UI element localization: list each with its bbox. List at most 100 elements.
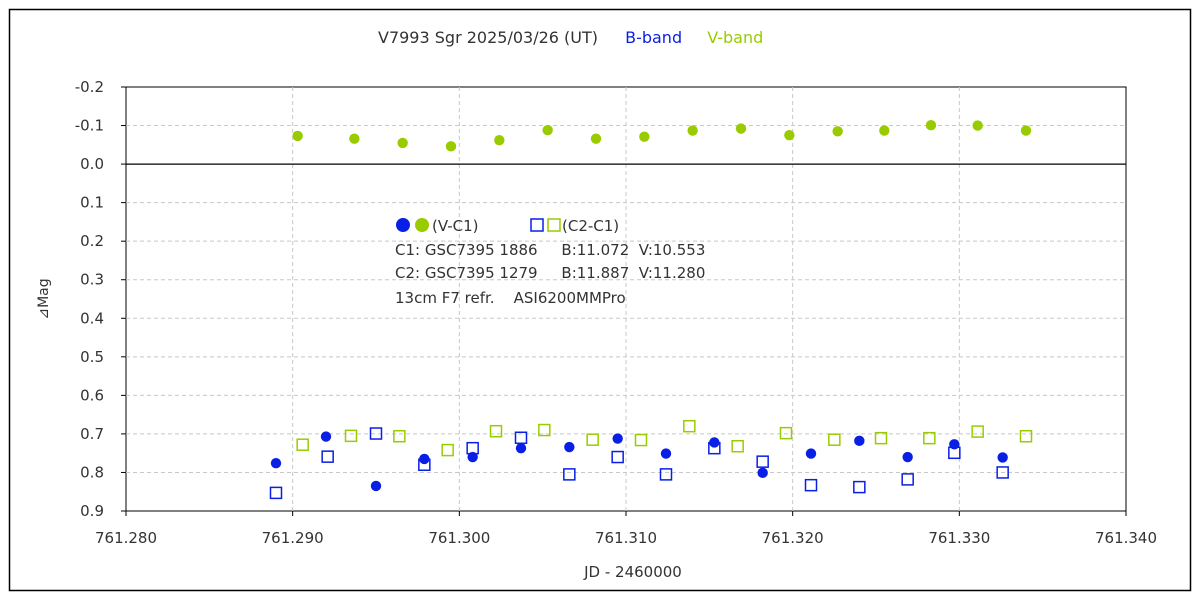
y-tick-label: 0.7: [80, 425, 104, 443]
data-point-c2_minus_c1_B: [466, 441, 479, 455]
y-tick-label: 0.8: [80, 463, 104, 481]
data-point-c2_minus_c1_V: [971, 425, 984, 438]
data-point-c2_minus_c1_B: [563, 468, 576, 481]
data-point-c2_minus_c1_B: [756, 455, 769, 468]
data-point-v_minus_c1_V: [832, 126, 843, 137]
y-tick-label: 0.9: [80, 502, 104, 520]
data-point-c2_minus_c1_B: [418, 458, 431, 471]
data-point-c2_minus_c1_V: [1019, 429, 1033, 443]
data-point-v_minus_c1_B: [997, 452, 1008, 463]
data-point-v_minus_c1_B: [467, 451, 478, 463]
data-points: [269, 119, 1033, 500]
data-point-v_minus_c1_B: [320, 431, 332, 442]
data-point-v_minus_c1_B: [757, 467, 768, 479]
legend: (V-C1) (C2-C1) C1: GSC7395 1886 B:11.072…: [395, 217, 705, 307]
data-point-v_minus_c1_V: [735, 123, 747, 134]
y-tick-label: 0.1: [80, 194, 104, 212]
data-point-c2_minus_c1_V: [538, 423, 551, 437]
legend-v-c1-label: (V-C1): [432, 217, 479, 235]
legend-instrument: 13cm F7 refr. ASI6200MMPro: [395, 289, 626, 307]
y-tick-label: -0.1: [75, 117, 104, 135]
data-point-v_minus_c1_B: [515, 442, 527, 454]
data-point-c2_minus_c1_V: [489, 424, 503, 438]
data-point-c2_minus_c1_B: [514, 431, 528, 445]
data-point-v_minus_c1_B: [270, 458, 282, 469]
y-tick-labels: -0.2 -0.1 0.0 0.1 0.2 0.3 0.4 0.5 0.6 0.7 0.8 0.9: [75, 78, 104, 520]
data-point-c2_minus_c1_B: [659, 468, 673, 481]
data-point-c2_minus_c1_B: [996, 466, 1009, 479]
y-tick-label: 0.4: [80, 309, 104, 327]
data-point-v_minus_c1_V: [494, 134, 505, 146]
data-point-c2_minus_c1_V: [344, 429, 358, 443]
grid-lines: [121, 86, 1127, 516]
chart-title-b-band: B-band: [625, 28, 682, 47]
data-point-c2_minus_c1_V: [874, 431, 888, 445]
data-point-v_minus_c1_B: [370, 480, 382, 492]
x-tick-label: 761.310: [595, 529, 657, 547]
data-point-v_minus_c1_B: [805, 448, 817, 459]
data-point-c2_minus_c1_B: [369, 427, 383, 440]
data-point-v_minus_c1_V: [925, 119, 937, 131]
legend-c2-c1-b-marker: [530, 218, 544, 232]
data-point-v_minus_c1_B: [612, 433, 623, 444]
data-point-c2_minus_c1_B: [901, 473, 914, 486]
data-point-v_minus_c1_V: [590, 133, 602, 144]
data-point-v_minus_c1_V: [879, 125, 890, 136]
data-point-c2_minus_c1_B: [269, 486, 283, 500]
data-point-v_minus_c1_V: [687, 125, 698, 136]
legend-c2-c1-v-marker: [547, 218, 561, 232]
y-tick-label: 0.5: [80, 348, 104, 366]
y-tick-label: 0.2: [80, 232, 104, 250]
data-point-v_minus_c1_B: [854, 435, 865, 447]
legend-c2-c1-label: (C2-C1): [562, 217, 619, 235]
data-point-v_minus_c1_V: [349, 133, 360, 144]
x-tick-label: 761.320: [762, 529, 824, 547]
data-point-v_minus_c1_V: [784, 129, 795, 141]
data-point-v_minus_c1_V: [292, 130, 303, 142]
data-point-c2_minus_c1_B: [804, 478, 818, 492]
data-point-v_minus_c1_B: [902, 451, 913, 463]
y-tick-label: 0.0: [80, 155, 104, 173]
data-point-c2_minus_c1_B: [611, 450, 624, 464]
data-point-c2_minus_c1_B: [708, 441, 721, 455]
x-tick-label: 761.330: [928, 529, 990, 547]
x-tick-label: 761.280: [95, 529, 157, 547]
data-point-v_minus_c1_B: [564, 441, 575, 453]
data-point-c2_minus_c1_V: [731, 439, 744, 453]
data-point-c2_minus_c1_B: [321, 450, 334, 463]
legend-v-c1-v-marker: [415, 218, 429, 232]
legend-c1-info: C1: GSC7395 1886 B:11.072 V:10.553: [395, 241, 705, 259]
chart-title-v-band: V-band: [707, 28, 763, 47]
data-point-c2_minus_c1_V: [296, 438, 309, 451]
y-tick-label: -0.2: [75, 78, 104, 96]
x-tick-label: 761.300: [428, 529, 490, 547]
x-axis-label: JD - 2460000: [583, 563, 682, 581]
chart-title-main: V7993 Sgr 2025/03/26 (UT): [378, 28, 598, 47]
chart-title: V7993 Sgr 2025/03/26 (UT) B-band V-band: [378, 28, 763, 47]
data-point-c2_minus_c1_V: [828, 433, 841, 446]
data-point-c2_minus_c1_V: [393, 429, 406, 443]
y-axis-label: ⊿Mag: [36, 278, 52, 319]
data-point-c2_minus_c1_V: [441, 443, 454, 457]
x-tick-labels: 761.280 761.290 761.300 761.310 761.320 761.3…: [95, 529, 1157, 547]
y-tick-label: 0.6: [80, 386, 104, 404]
data-point-c2_minus_c1_V: [586, 433, 599, 446]
data-point-c2_minus_c1_V: [779, 426, 793, 440]
legend-c2-info: C2: GSC7395 1279 B:11.887 V:11.280: [395, 264, 705, 282]
x-tick-label: 761.340: [1095, 529, 1157, 547]
data-point-v_minus_c1_V: [639, 131, 650, 142]
y-tick-label: 0.3: [80, 271, 104, 289]
legend-v-c1-b-marker: [396, 218, 410, 232]
data-point-v_minus_c1_V: [542, 124, 553, 136]
x-tick-label: 761.290: [262, 529, 324, 547]
data-point-v_minus_c1_B: [660, 448, 672, 459]
data-point-c2_minus_c1_B: [948, 446, 961, 460]
data-point-c2_minus_c1_V: [683, 419, 696, 433]
data-point-v_minus_c1_V: [445, 141, 457, 152]
data-point-v_minus_c1_V: [397, 137, 408, 149]
data-point-v_minus_c1_V: [972, 120, 983, 131]
data-point-v_minus_c1_V: [1020, 125, 1032, 136]
data-point-c2_minus_c1_V: [634, 433, 648, 447]
